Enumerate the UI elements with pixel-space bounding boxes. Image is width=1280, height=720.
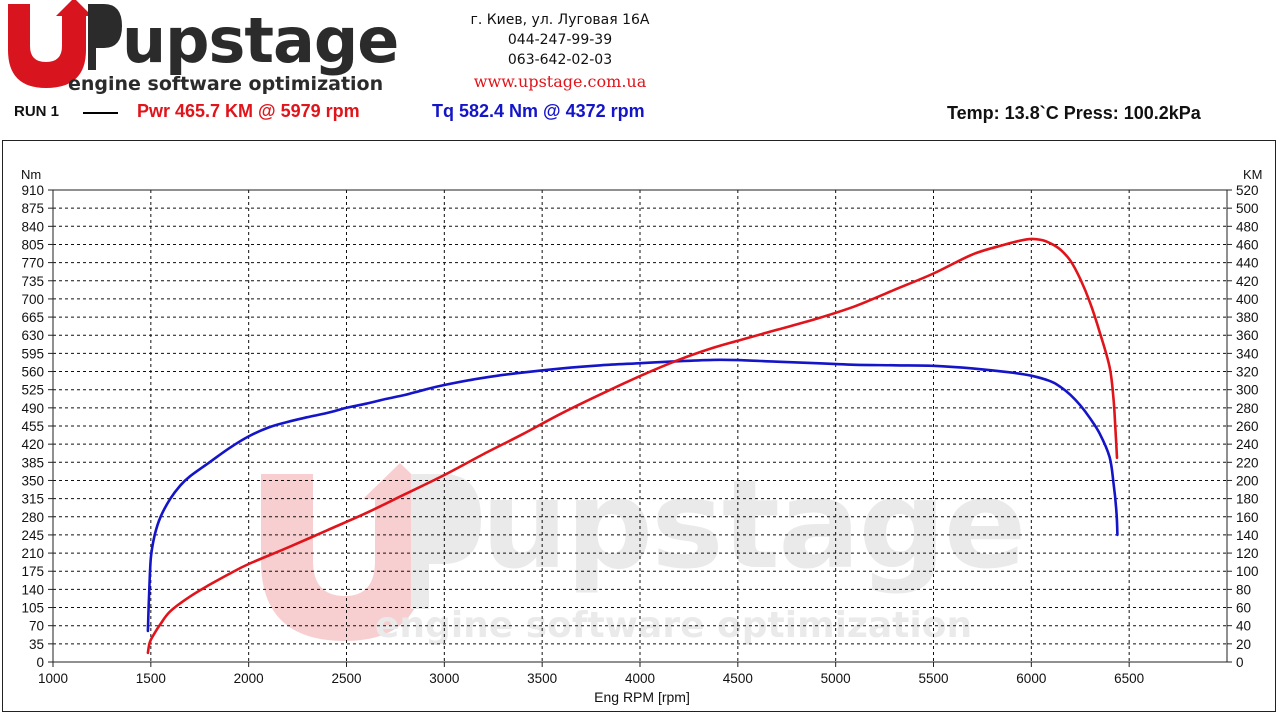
y-right-tick-label: 500 (1236, 201, 1259, 216)
y-right-tick-label: 260 (1236, 419, 1259, 434)
y-right-tick-label: 300 (1236, 383, 1259, 398)
y-right-tick-label: 400 (1236, 292, 1259, 307)
y-right-tick-label: 520 (1236, 183, 1259, 198)
x-tick-label: 1000 (38, 671, 68, 686)
y-right-tick-label: 160 (1236, 510, 1259, 525)
y-right-tick-label: 180 (1236, 492, 1259, 507)
x-axis-label: Eng RPM [rpm] (594, 689, 690, 705)
y-left-tick-label: 0 (36, 655, 44, 670)
y-right-tick-label: 480 (1236, 219, 1259, 234)
y-right-tick-label: 440 (1236, 256, 1259, 271)
x-axis: 1000 1500 2000 2500 3000 3500 4000 4500 5000 5500… (38, 662, 1144, 686)
y-right-tick-label: 320 (1236, 365, 1259, 380)
y-left-tick-label: 595 (21, 346, 44, 361)
x-tick-label: 6000 (1016, 671, 1046, 686)
power-summary: Pwr 465.7 KM @ 5979 rpm (137, 101, 360, 121)
chart-grid (53, 190, 1227, 662)
y-left-tick-label: 735 (21, 274, 44, 289)
y-right-tick-label: 80 (1236, 582, 1251, 597)
torque-curve (146, 358, 1119, 633)
series-lines (146, 237, 1119, 655)
x-tick-label: 1500 (136, 671, 166, 686)
y-left-tick-label: 35 (29, 637, 44, 652)
y-left-tick-label: 630 (21, 328, 44, 343)
y-left-tick-label: 700 (21, 292, 44, 307)
logo-mark (8, 0, 122, 88)
chart-frame: upstage engine software optimization 100… (2, 140, 1276, 712)
y-left-tick-label: 350 (21, 473, 44, 488)
y-right-tick-label: 60 (1236, 601, 1251, 616)
y-left-tick-label: 560 (21, 365, 44, 380)
y-left-tick-label: 245 (21, 528, 44, 543)
y-right-tick-label: 40 (1236, 619, 1251, 634)
x-tick-label: 3000 (429, 671, 459, 686)
watermark-brand: upstage (481, 454, 1025, 596)
x-tick-label: 5000 (821, 671, 851, 686)
environment-summary: Temp: 13.8`C Press: 100.2kPa (947, 103, 1201, 123)
y-right-tick-label: 120 (1236, 546, 1259, 561)
y-left-tick-label: 525 (21, 383, 44, 398)
y-left-tick-label: 805 (21, 237, 44, 252)
y-left-tick-label: 770 (21, 256, 44, 271)
y-axis-left-label: Nm (21, 167, 41, 182)
power-curve (146, 237, 1119, 655)
run-label: RUN 1 (14, 103, 60, 120)
y-right-tick-label: 200 (1236, 473, 1259, 488)
contact-phone-1: 044-247-99-39 (507, 32, 613, 48)
y-right-tick-label: 360 (1236, 328, 1259, 343)
x-tick-label: 3500 (527, 671, 557, 686)
y-left-tick-label: 70 (29, 619, 44, 634)
y-axis-right: 0 20 40 60 80 100 120 140 160 180 200 220 240 260 280 3… (1227, 183, 1259, 670)
y-axis-left: 0 35 70 105 140 175 210 245 280 315 350 385 420 455 49… (21, 183, 53, 670)
x-tick-label: 4500 (723, 671, 753, 686)
y-left-tick-label: 140 (21, 582, 44, 597)
torque-summary: Tq 582.4 Nm @ 4372 rpm (432, 101, 645, 121)
x-tick-label: 5500 (918, 671, 948, 686)
logo-brand: upstage (122, 4, 398, 77)
y-left-tick-label: 455 (21, 419, 44, 434)
y-left-tick-label: 420 (21, 437, 44, 452)
y-right-tick-label: 340 (1236, 346, 1259, 361)
x-tick-label: 2500 (331, 671, 361, 686)
contact-phone-2: 063-642-02-03 (507, 52, 613, 68)
x-tick-label: 2000 (234, 671, 264, 686)
y-left-tick-label: 490 (21, 401, 44, 416)
y-left-tick-label: 875 (21, 201, 44, 216)
y-left-tick-label: 175 (21, 564, 44, 579)
logo-tagline: engine software optimization (68, 73, 383, 95)
y-left-tick-label: 210 (21, 546, 44, 561)
y-right-tick-label: 280 (1236, 401, 1259, 416)
y-right-tick-label: 100 (1236, 564, 1259, 579)
y-right-tick-label: 0 (1236, 655, 1244, 670)
watermark-logo: upstage engine software optimization (261, 454, 1027, 646)
dyno-header: upstage engine software optimization г. … (0, 0, 1280, 140)
y-left-tick-label: 105 (21, 601, 44, 616)
x-tick-label: 6500 (1114, 671, 1144, 686)
y-axis-right-label: KM (1243, 167, 1263, 182)
y-right-tick-label: 460 (1236, 237, 1259, 252)
run-legend-line (83, 112, 118, 114)
y-right-tick-label: 20 (1236, 637, 1251, 652)
y-right-tick-label: 220 (1236, 455, 1259, 470)
contact-address: г. Киев, ул. Луговая 16А (470, 12, 650, 28)
y-right-tick-label: 380 (1236, 310, 1259, 325)
x-tick-label: 4000 (625, 671, 655, 686)
y-right-tick-label: 420 (1236, 274, 1259, 289)
y-right-tick-label: 140 (1236, 528, 1259, 543)
y-right-tick-label: 240 (1236, 437, 1259, 452)
y-left-tick-label: 280 (21, 510, 44, 525)
y-left-tick-label: 910 (21, 183, 44, 198)
contact-website[interactable]: www.upstage.com.ua (473, 72, 647, 91)
y-left-tick-label: 315 (21, 492, 44, 507)
y-left-tick-label: 840 (21, 219, 44, 234)
upstage-logo: upstage engine software optimization (8, 0, 399, 95)
dyno-chart: upstage engine software optimization 100… (21, 167, 1263, 705)
y-left-tick-label: 665 (21, 310, 44, 325)
y-left-tick-label: 385 (21, 455, 44, 470)
